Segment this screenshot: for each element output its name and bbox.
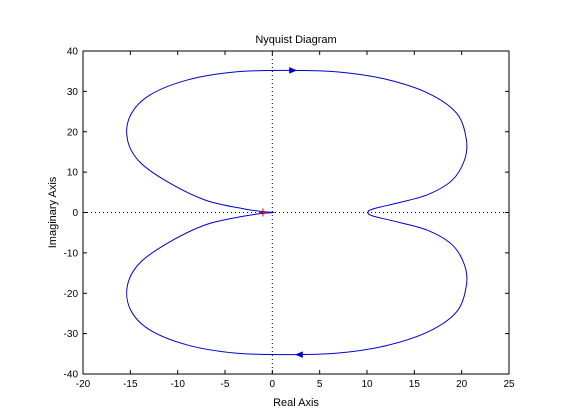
zero-lines bbox=[83, 51, 509, 374]
x-tick-label: 15 bbox=[409, 379, 421, 390]
y-axis-ticks: -40 -30 -20 -10 0 10 20 30 40 bbox=[64, 47, 509, 381]
x-tick-label: 5 bbox=[317, 379, 323, 390]
y-tick-label: -20 bbox=[64, 289, 79, 300]
y-tick-label: 10 bbox=[67, 168, 79, 179]
y-tick-label: -40 bbox=[64, 370, 79, 381]
y-tick-label: 40 bbox=[67, 47, 79, 58]
direction-arrow bbox=[289, 67, 298, 74]
y-tick-label: 20 bbox=[67, 127, 79, 138]
y-tick-label: 0 bbox=[72, 208, 78, 219]
x-tick-label: 0 bbox=[270, 379, 276, 390]
y-tick-label: -30 bbox=[64, 329, 79, 340]
x-tick-label: 25 bbox=[503, 379, 515, 390]
y-tick-label: -10 bbox=[64, 248, 79, 259]
x-tick-label: 20 bbox=[456, 379, 468, 390]
x-tick-label: -10 bbox=[170, 379, 185, 390]
y-axis-label: Imaginary Axis bbox=[47, 176, 59, 248]
chart-title: Nyquist Diagram bbox=[255, 34, 336, 46]
direction-arrows bbox=[289, 67, 303, 358]
y-tick-label: 30 bbox=[67, 87, 79, 98]
x-axis-label: Real Axis bbox=[273, 397, 319, 409]
x-axis-ticks: -20 -15 -10 -5 0 5 10 15 20 25 bbox=[76, 51, 515, 390]
x-tick-label: 10 bbox=[361, 379, 373, 390]
x-tick-label: -5 bbox=[221, 379, 230, 390]
nyquist-curve bbox=[126, 69, 468, 356]
critical-point-marker bbox=[258, 208, 267, 217]
x-tick-label: -15 bbox=[123, 379, 138, 390]
x-tick-label: -20 bbox=[76, 379, 91, 390]
direction-arrow bbox=[294, 351, 303, 358]
